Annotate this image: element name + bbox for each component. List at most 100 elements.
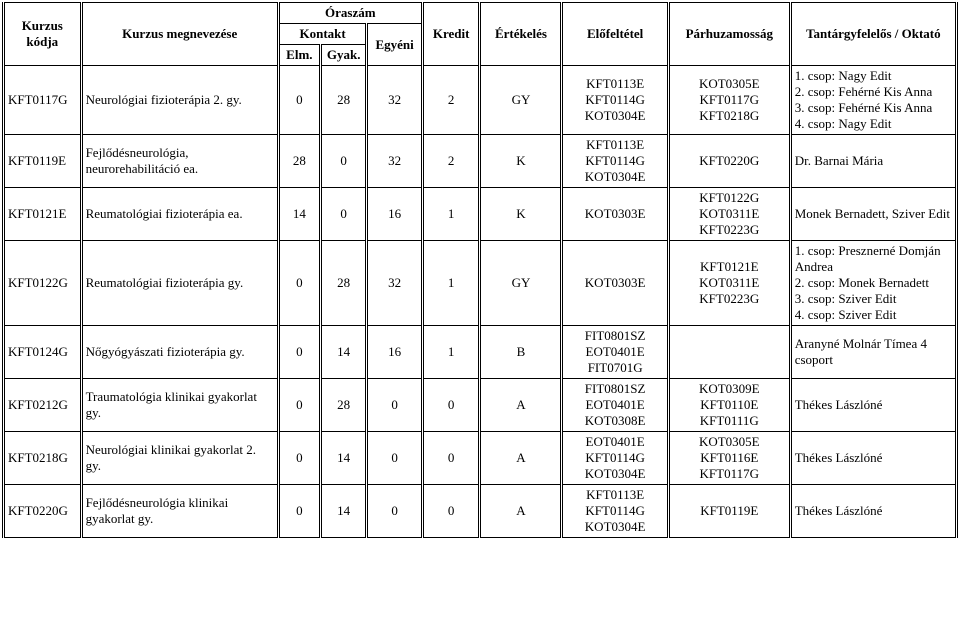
cell-egyeni: 0 bbox=[367, 485, 422, 538]
col-egyeni: Egyéni bbox=[367, 24, 422, 66]
table-row: KFT0117GNeurológiai fizioterápia 2. gy.0… bbox=[4, 66, 957, 135]
cell-eval: A bbox=[480, 432, 562, 485]
cell-elm: 0 bbox=[278, 432, 320, 485]
cell-kredit: 0 bbox=[422, 432, 480, 485]
cell-instr: Monek Bernadett, Sziver Edit bbox=[790, 188, 956, 241]
cell-egyeni: 32 bbox=[367, 66, 422, 135]
cell-gyak: 14 bbox=[320, 485, 367, 538]
cell-name: Reumatológiai fizioterápia ea. bbox=[81, 188, 278, 241]
cell-elm: 14 bbox=[278, 188, 320, 241]
cell-elm: 0 bbox=[278, 66, 320, 135]
col-contact: Kontakt bbox=[278, 24, 367, 45]
cell-name: Neurológiai klinikai gyakorlat 2. gy. bbox=[81, 432, 278, 485]
cell-elm: 0 bbox=[278, 326, 320, 379]
col-kredit: Kredit bbox=[422, 3, 480, 66]
col-gyak: Gyak. bbox=[320, 45, 367, 66]
cell-gyak: 14 bbox=[320, 432, 367, 485]
cell-code: KFT0212G bbox=[4, 379, 82, 432]
cell-egyeni: 16 bbox=[367, 188, 422, 241]
table-row: KFT0218GNeurológiai klinikai gyakorlat 2… bbox=[4, 432, 957, 485]
table-row: KFT0122GReumatológiai fizioterápia gy.02… bbox=[4, 241, 957, 326]
cell-eval: K bbox=[480, 188, 562, 241]
col-elm: Elm. bbox=[278, 45, 320, 66]
cell-code: KFT0119E bbox=[4, 135, 82, 188]
cell-kredit: 2 bbox=[422, 135, 480, 188]
cell-code: KFT0121E bbox=[4, 188, 82, 241]
cell-code: KFT0220G bbox=[4, 485, 82, 538]
cell-pre: EOT0401EKFT0114GKOT0304E bbox=[562, 432, 668, 485]
cell-pre: KFT0113EKFT0114GKOT0304E bbox=[562, 66, 668, 135]
cell-eval: B bbox=[480, 326, 562, 379]
cell-pre: KOT0303E bbox=[562, 188, 668, 241]
cell-elm: 0 bbox=[278, 379, 320, 432]
cell-gyak: 28 bbox=[320, 379, 367, 432]
col-name: Kurzus megnevezése bbox=[81, 3, 278, 66]
cell-kredit: 1 bbox=[422, 326, 480, 379]
table-row: KFT0121EReumatológiai fizioterápia ea.14… bbox=[4, 188, 957, 241]
cell-code: KFT0124G bbox=[4, 326, 82, 379]
cell-eval: A bbox=[480, 379, 562, 432]
cell-instr: Thékes Lászlóné bbox=[790, 379, 956, 432]
cell-gyak: 28 bbox=[320, 66, 367, 135]
cell-instr: Thékes Lászlóné bbox=[790, 432, 956, 485]
cell-par: KOT0305EKFT0116EKFT0117G bbox=[668, 432, 790, 485]
col-hours: Óraszám bbox=[278, 3, 422, 24]
cell-par bbox=[668, 326, 790, 379]
col-par: Párhuzamosság bbox=[668, 3, 790, 66]
table-body: KFT0117GNeurológiai fizioterápia 2. gy.0… bbox=[4, 66, 957, 538]
cell-kredit: 0 bbox=[422, 379, 480, 432]
cell-par: KOT0309EKFT0110EKFT0111G bbox=[668, 379, 790, 432]
cell-code: KFT0117G bbox=[4, 66, 82, 135]
cell-egyeni: 0 bbox=[367, 379, 422, 432]
cell-instr: 1. csop: Nagy Edit2. csop: Fehérné Kis A… bbox=[790, 66, 956, 135]
cell-par: KOT0305EKFT0117GKFT0218G bbox=[668, 66, 790, 135]
cell-name: Fejlődésneurológia, neurorehabilitáció e… bbox=[81, 135, 278, 188]
table-row: KFT0119EFejlődésneurológia, neurorehabil… bbox=[4, 135, 957, 188]
col-pre: Előfeltétel bbox=[562, 3, 668, 66]
cell-par: KFT0220G bbox=[668, 135, 790, 188]
table-row: KFT0124GNőgyógyászati fizioterápia gy.01… bbox=[4, 326, 957, 379]
col-eval: Értékelés bbox=[480, 3, 562, 66]
cell-gyak: 28 bbox=[320, 241, 367, 326]
cell-eval: GY bbox=[480, 66, 562, 135]
table-row: KFT0220GFejlődésneurológia klinikai gyak… bbox=[4, 485, 957, 538]
cell-eval: A bbox=[480, 485, 562, 538]
cell-instr: Dr. Barnai Mária bbox=[790, 135, 956, 188]
cell-instr: 1. csop: Presznerné Domján Andrea2. csop… bbox=[790, 241, 956, 326]
cell-eval: K bbox=[480, 135, 562, 188]
cell-pre: KFT0113EKFT0114GKOT0304E bbox=[562, 135, 668, 188]
cell-instr: Aranyné Molnár Tímea 4 csoport bbox=[790, 326, 956, 379]
cell-instr: Thékes Lászlóné bbox=[790, 485, 956, 538]
cell-name: Traumatológia klinikai gyakorlat gy. bbox=[81, 379, 278, 432]
cell-name: Nőgyógyászati fizioterápia gy. bbox=[81, 326, 278, 379]
cell-gyak: 0 bbox=[320, 188, 367, 241]
cell-elm: 28 bbox=[278, 135, 320, 188]
cell-code: KFT0218G bbox=[4, 432, 82, 485]
cell-name: Reumatológiai fizioterápia gy. bbox=[81, 241, 278, 326]
cell-kredit: 1 bbox=[422, 241, 480, 326]
curriculum-table: Kurzus kódja Kurzus megnevezése Óraszám … bbox=[2, 2, 958, 538]
cell-par: KFT0119E bbox=[668, 485, 790, 538]
cell-egyeni: 32 bbox=[367, 135, 422, 188]
col-code: Kurzus kódja bbox=[4, 3, 82, 66]
cell-par: KFT0122GKOT0311EKFT0223G bbox=[668, 188, 790, 241]
cell-elm: 0 bbox=[278, 485, 320, 538]
table-row: KFT0212GTraumatológia klinikai gyakorlat… bbox=[4, 379, 957, 432]
cell-egyeni: 16 bbox=[367, 326, 422, 379]
cell-name: Fejlődésneurológia klinikai gyakorlat gy… bbox=[81, 485, 278, 538]
cell-egyeni: 32 bbox=[367, 241, 422, 326]
cell-kredit: 0 bbox=[422, 485, 480, 538]
cell-pre: FIT0801SZEOT0401EKOT0308E bbox=[562, 379, 668, 432]
cell-egyeni: 0 bbox=[367, 432, 422, 485]
cell-kredit: 2 bbox=[422, 66, 480, 135]
table-header: Kurzus kódja Kurzus megnevezése Óraszám … bbox=[4, 3, 957, 66]
cell-code: KFT0122G bbox=[4, 241, 82, 326]
cell-par: KFT0121EKOT0311EKFT0223G bbox=[668, 241, 790, 326]
cell-pre: FIT0801SZEOT0401EFIT0701G bbox=[562, 326, 668, 379]
cell-elm: 0 bbox=[278, 241, 320, 326]
cell-gyak: 0 bbox=[320, 135, 367, 188]
cell-kredit: 1 bbox=[422, 188, 480, 241]
cell-gyak: 14 bbox=[320, 326, 367, 379]
cell-name: Neurológiai fizioterápia 2. gy. bbox=[81, 66, 278, 135]
cell-pre: KOT0303E bbox=[562, 241, 668, 326]
